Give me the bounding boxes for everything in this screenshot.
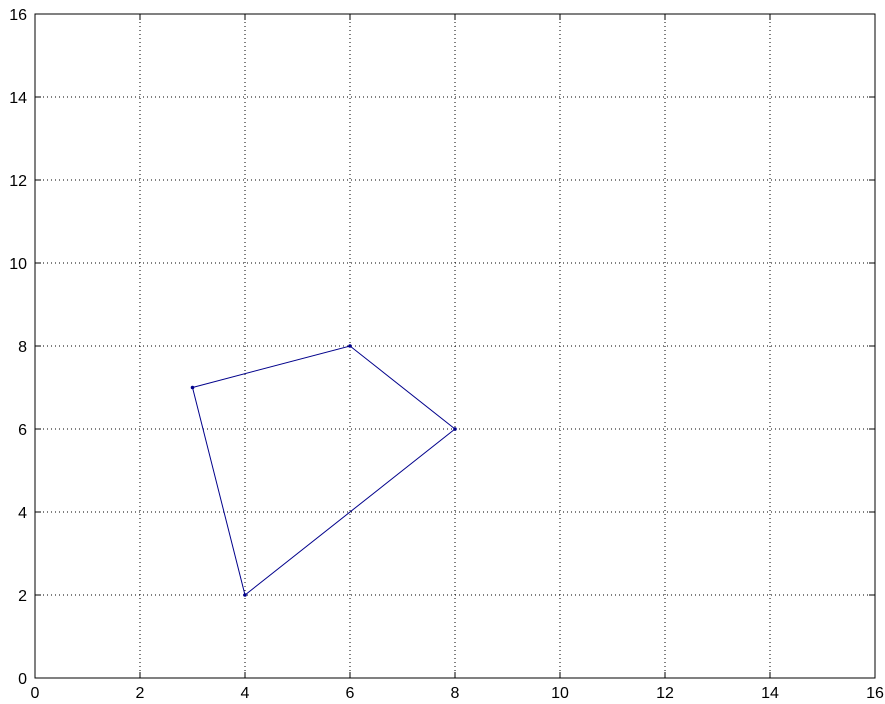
x-tick-label: 8 [451,685,460,702]
x-tick-label: 6 [346,685,355,702]
axis-ticks [34,13,876,679]
x-tick-label: 10 [551,685,569,702]
y-tick-label: 10 [9,256,27,273]
x-tick-label: 2 [136,685,145,702]
series-layer [190,344,457,597]
y-tick-labels: 0 2 4 6 8 10 12 14 16 [9,7,27,688]
y-tick-label: 16 [9,7,27,24]
y-tick-label: 2 [18,588,27,605]
data-point [453,427,457,431]
data-point [348,344,352,348]
x-tick-label: 0 [31,685,40,702]
y-tick-label: 14 [9,90,27,107]
y-tick-label: 4 [18,505,27,522]
y-tick-label: 0 [18,671,27,688]
x-tick-labels: 0 2 4 6 8 10 12 14 16 [31,685,884,702]
x-tick-label: 4 [241,685,250,702]
y-tick-label: 6 [18,422,27,439]
data-point [190,385,195,390]
data-point [243,593,247,597]
y-tick-label: 8 [18,339,27,356]
x-tick-label: 12 [656,685,674,702]
x-tick-label: 16 [866,685,884,702]
x-tick-label: 14 [761,685,779,702]
y-tick-label: 12 [9,173,27,190]
